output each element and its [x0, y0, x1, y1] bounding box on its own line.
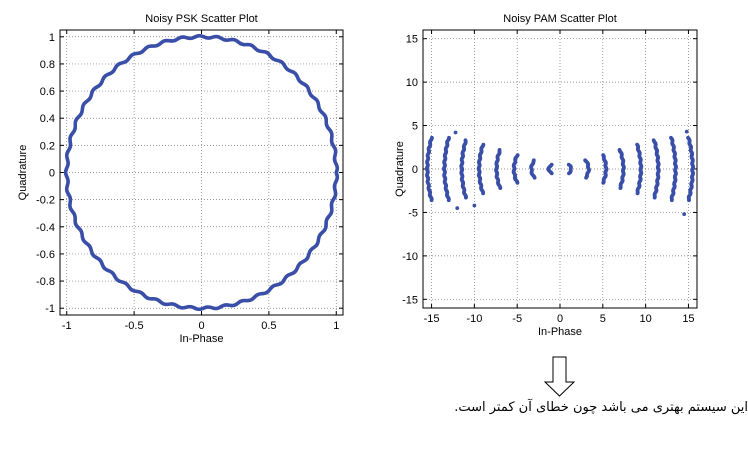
x-axis-label: In-Phase — [538, 326, 582, 338]
x-axis-label: In-Phase — [179, 333, 223, 345]
y-tick-label: 0.2 — [40, 140, 55, 152]
y-tick-label: -5 — [408, 207, 418, 219]
y-tick-label: 0.8 — [40, 59, 55, 71]
chart-title: Noisy PAM Scatter Plot — [503, 13, 617, 25]
data-point — [531, 158, 536, 163]
data-point — [682, 212, 687, 217]
data-point — [549, 162, 554, 167]
y-tick-label: 0 — [49, 168, 55, 180]
x-tick-label: -0.5 — [125, 320, 144, 332]
data-point — [669, 135, 673, 140]
y-tick-label: -0.4 — [36, 222, 55, 234]
data-point — [601, 153, 606, 158]
y-tick-label: -0.2 — [36, 195, 55, 207]
x-tick-label: -15 — [424, 313, 440, 325]
down-arrow-icon — [543, 356, 576, 397]
data-point — [515, 153, 520, 158]
y-tick-label: 0.4 — [40, 113, 55, 125]
data-point — [617, 147, 622, 152]
x-tick-label: 15 — [682, 313, 694, 325]
data-point — [463, 138, 468, 143]
data-point — [453, 130, 458, 135]
y-tick-label: 1 — [49, 32, 55, 44]
data-point — [635, 142, 640, 147]
psk-scatter-plot: -1 -0.5 0 0.5 1 -1 -0.8 -0.6 -0.4 -0.2 0 0.2 0.4 0.6 0… — [17, 13, 344, 345]
data-point — [497, 147, 502, 152]
y-axis-label: Quadrature — [17, 145, 29, 201]
x-tick-label: 1 — [333, 320, 339, 332]
data-point — [566, 162, 571, 167]
y-tick-label: 0.6 — [40, 86, 55, 98]
y-tick-label: 15 — [406, 34, 418, 46]
x-tick-label: 10 — [640, 313, 652, 325]
data-point — [472, 203, 477, 208]
y-axis-label: Quadrature — [394, 141, 406, 197]
pam-scatter-plot: -15 -10 -5 0 5 10 15 -15 -10 -5 0 5 10 15 Noisy PAM Sc… — [394, 13, 698, 338]
x-tick-label: 0 — [198, 320, 204, 332]
data-point — [455, 206, 460, 210]
y-tick-label: -0.6 — [36, 249, 55, 261]
data-point — [429, 135, 434, 140]
data-point — [684, 129, 689, 134]
y-tick-label: 10 — [406, 77, 418, 89]
y-tick-label: -1 — [45, 303, 55, 315]
conclusion-caption: این سیستم بهتری می باشد چون خطای آن کمتر… — [454, 400, 748, 415]
y-tick-label: 0 — [412, 164, 418, 176]
x-tick-label: -1 — [62, 320, 72, 332]
x-tick-label: 0 — [557, 313, 563, 325]
data-point — [651, 138, 656, 143]
x-tick-label: 0.5 — [261, 320, 276, 332]
x-tick-label: -10 — [466, 313, 482, 325]
y-tick-label: -0.8 — [36, 276, 55, 288]
data-point — [686, 135, 690, 140]
data-point — [583, 158, 588, 163]
x-tick-label: 5 — [600, 313, 606, 325]
y-tick-label: -15 — [402, 294, 418, 306]
chart-title: Noisy PSK Scatter Plot — [145, 13, 258, 25]
data-point — [447, 135, 451, 140]
data-point — [481, 142, 486, 147]
data-point — [334, 171, 339, 176]
y-tick-label: -10 — [402, 251, 418, 263]
x-tick-label: -5 — [512, 313, 522, 325]
y-tick-label: 5 — [412, 121, 418, 133]
